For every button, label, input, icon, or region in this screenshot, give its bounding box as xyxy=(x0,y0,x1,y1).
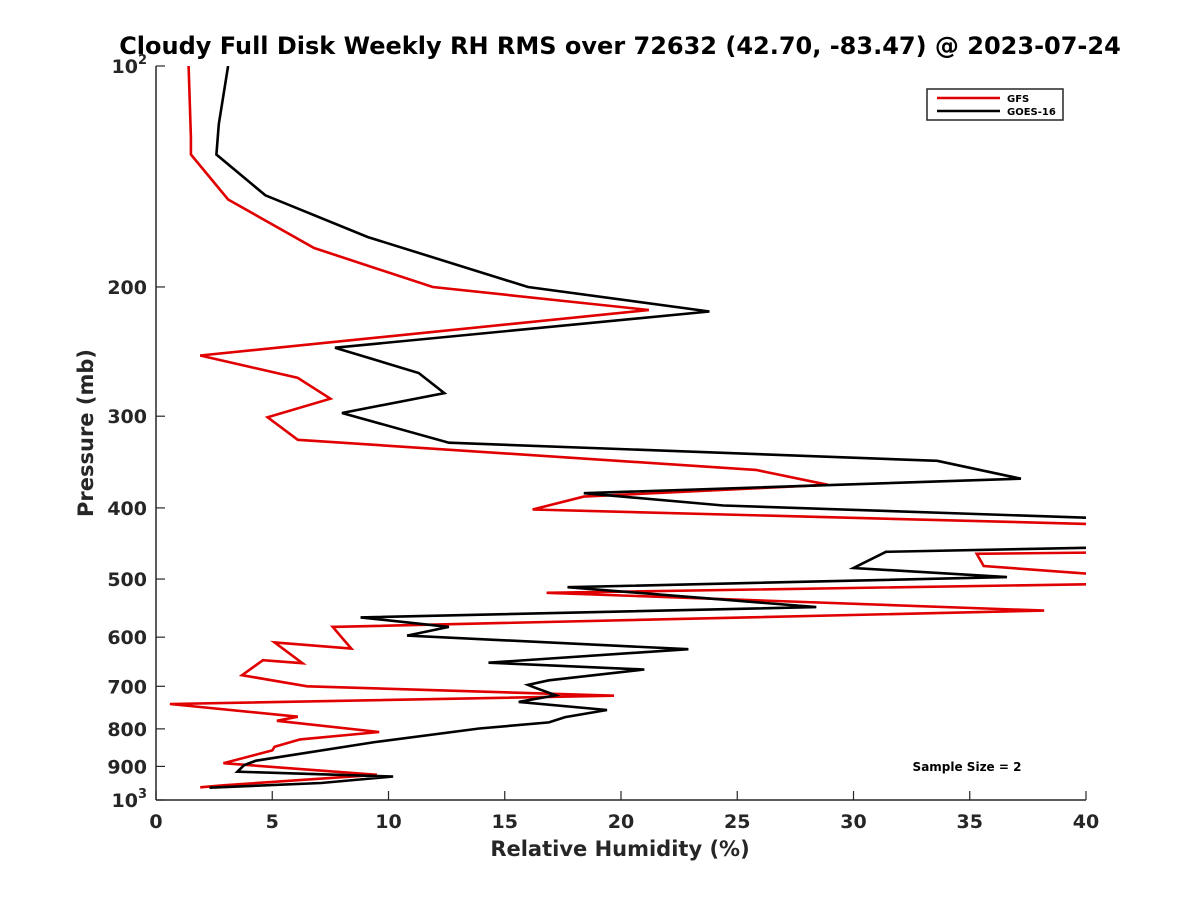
y-tick-label: 103 xyxy=(112,787,148,812)
x-tick-label: 20 xyxy=(608,811,634,833)
legend-label: GOES-16 xyxy=(1007,107,1056,118)
x-tick-label: 25 xyxy=(724,811,750,833)
plot-lines xyxy=(169,66,1086,789)
y-axis-label: Pressure (mb) xyxy=(74,349,98,517)
y-tick-label: 500 xyxy=(107,569,147,591)
y-tick-label: 800 xyxy=(107,719,147,741)
legend: GFS GOES-16 xyxy=(926,88,1064,121)
chart-title: Cloudy Full Disk Weekly RH RMS over 7263… xyxy=(119,32,1121,60)
y-tick-label: 102 xyxy=(112,53,148,78)
y-tick-label: 300 xyxy=(107,406,147,428)
legend-label: GFS xyxy=(1007,94,1029,105)
x-tick-label: 10 xyxy=(375,811,401,833)
x-tick-label: 40 xyxy=(1073,811,1099,833)
y-tick-label: 200 xyxy=(107,277,147,299)
series-line-gfs xyxy=(169,66,1086,789)
y-tick-label: 700 xyxy=(107,676,147,698)
axes: 0 5 10 15 20 25 30 35 40 102 200 300 400 500 600 700 800… xyxy=(107,53,1099,833)
y-tick-label: 900 xyxy=(107,756,147,778)
x-tick-label: 35 xyxy=(957,811,983,833)
y-tick-label: 400 xyxy=(107,498,147,520)
legend-box xyxy=(926,88,1064,121)
x-tick-label: 30 xyxy=(840,811,866,833)
x-tick-label: 15 xyxy=(492,811,518,833)
y-tick-label: 600 xyxy=(107,627,147,649)
series-line-goes-16 xyxy=(209,66,1086,789)
x-tick-label: 0 xyxy=(149,811,162,833)
x-axis-label: Relative Humidity (%) xyxy=(490,837,749,861)
x-tick-label: 5 xyxy=(266,811,279,833)
sample-size-annotation: Sample Size = 2 xyxy=(913,760,1022,774)
